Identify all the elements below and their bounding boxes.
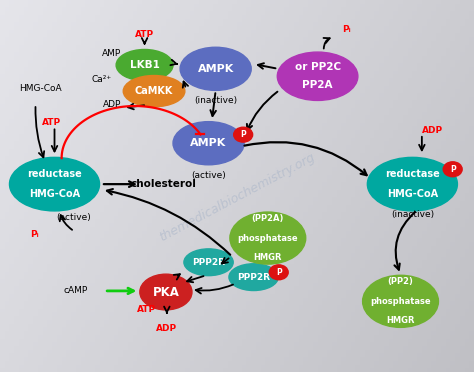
Text: LKB1: LKB1 <box>129 60 160 70</box>
Ellipse shape <box>180 47 251 90</box>
Ellipse shape <box>140 274 192 310</box>
Text: reductase: reductase <box>385 169 440 179</box>
Text: CaMKK: CaMKK <box>135 86 173 96</box>
Ellipse shape <box>367 157 457 211</box>
Text: Pᵢ: Pᵢ <box>342 25 350 34</box>
Circle shape <box>269 265 288 280</box>
Ellipse shape <box>184 249 233 276</box>
Ellipse shape <box>363 275 438 327</box>
Ellipse shape <box>173 122 244 165</box>
Text: P: P <box>450 165 456 174</box>
Text: or PP2C: or PP2C <box>294 62 341 72</box>
Ellipse shape <box>229 264 278 291</box>
Text: AMPK: AMPK <box>191 138 227 148</box>
Text: AMP: AMP <box>102 49 121 58</box>
Text: cholesterol: cholesterol <box>131 179 196 189</box>
Text: AMPK: AMPK <box>198 64 234 74</box>
Ellipse shape <box>9 157 100 211</box>
Text: PPP2R: PPP2R <box>192 258 225 267</box>
Text: ATP: ATP <box>42 118 61 126</box>
Text: ATP: ATP <box>135 30 154 39</box>
Text: PKA: PKA <box>153 286 179 298</box>
Text: phosphatase: phosphatase <box>370 297 431 306</box>
Text: HMG-CoA: HMG-CoA <box>387 189 438 199</box>
Text: (inactive): (inactive) <box>194 96 237 105</box>
Text: HMG-CoA: HMG-CoA <box>19 84 62 93</box>
Ellipse shape <box>277 52 358 100</box>
Text: (PP2A): (PP2A) <box>252 214 284 223</box>
Text: PP2A: PP2A <box>302 80 333 90</box>
Text: PPP2R: PPP2R <box>237 273 270 282</box>
Text: (active): (active) <box>56 213 91 222</box>
Text: Pᵢ: Pᵢ <box>30 230 39 239</box>
Circle shape <box>443 162 462 177</box>
Text: (PP2): (PP2) <box>388 277 413 286</box>
Text: HMG-CoA: HMG-CoA <box>29 189 80 199</box>
Text: cAMP: cAMP <box>64 286 88 295</box>
Text: themedicalbiochemistry.org: themedicalbiochemistry.org <box>157 151 317 244</box>
Text: ADP: ADP <box>103 100 121 109</box>
Text: ATP: ATP <box>137 305 156 314</box>
Text: HMGR: HMGR <box>254 253 282 262</box>
Circle shape <box>234 127 253 142</box>
Ellipse shape <box>123 76 185 107</box>
Text: P: P <box>276 268 282 277</box>
Text: (active): (active) <box>191 171 226 180</box>
Text: (inactive): (inactive) <box>391 210 434 219</box>
Text: HMGR: HMGR <box>386 316 415 326</box>
Text: reductase: reductase <box>27 169 82 179</box>
Ellipse shape <box>116 49 173 81</box>
Text: ADP: ADP <box>422 126 443 135</box>
Text: phosphatase: phosphatase <box>237 234 298 243</box>
Text: Ca²⁺: Ca²⁺ <box>92 75 112 84</box>
Ellipse shape <box>230 212 306 264</box>
Text: ADP: ADP <box>156 324 177 333</box>
Text: P: P <box>240 130 246 139</box>
